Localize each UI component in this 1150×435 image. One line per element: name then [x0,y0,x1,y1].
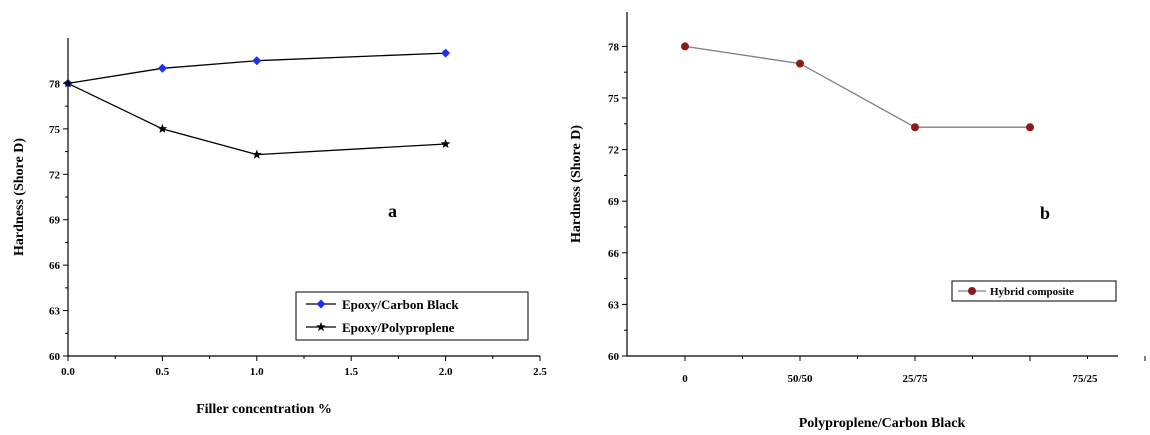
chart-b-point-s0-0 [681,42,689,51]
chart-a-legend-marker-1 [316,322,326,332]
chart-b-y-axis-title: Hardness (Shore D) [569,125,584,243]
chart-b-x-tick-label: 75/25 [1072,373,1098,385]
chart-a-y-tick-label: 66 [49,260,61,272]
chart-a-x-tick-label: 0.0 [61,366,75,378]
chart-a-lines [67,52,446,156]
chart-a-x-tick-label: 1.0 [250,366,264,378]
chart-a-y-tick-label: 75 [49,124,61,136]
chart-a-y-tick-label: 69 [49,215,61,227]
chart-a-legend: Epoxy/Carbon Black Epoxy/Polyproplene [295,291,529,341]
chart-panel-b: 60 63 66 69 72 75 78 0 50/50 25/75 75/25 b Polypro… [569,12,1146,431]
chart-a-point-s0-1 [157,63,167,73]
chart-a-y-axis-title: Hardness (Shore D) [12,138,27,256]
chart-a-y-tick-label: 78 [49,78,61,90]
chart-b-y-tick-label: 60 [608,351,620,363]
chart-a-legend-marker-0 [316,299,326,309]
chart-b-x-axis-title: Polyproplene/Carbon Black [799,416,966,431]
chart-b-legend: Hybrid composite [951,280,1117,302]
chart-b-lines [684,45,1030,128]
chart-b-x-tick-label: 0 [682,373,688,385]
chart-a-point-s1-0 [63,78,73,88]
chart-b-legend-marker-0 [968,287,976,295]
chart-a-point-s1-2 [252,149,262,159]
chart-b-marks [681,42,1034,132]
chart-a-x-tick-label: 2.0 [439,366,453,378]
chart-a-point-s1-3 [440,139,451,149]
chart-b-x-tick-label: 50/50 [787,373,813,385]
chart-a-marks [63,48,451,159]
chart-b-legend-box [951,280,1117,302]
chart-b-point-s0-2 [911,123,919,132]
chart-b-panel-label: b [1040,203,1050,223]
chart-a-point-s1-1 [157,123,168,133]
chart-b-x-tick-label: 25/75 [902,373,928,385]
chart-b-legend-label-0: Hybrid composite [990,286,1074,298]
chart-b-y-tick-label: 63 [608,299,620,311]
chart-a-axes: 60 63 66 69 72 75 78 0.0 0.5 1.0 1.5 2.0 2.5 [49,38,547,378]
chart-a-x-tick-label: 2.5 [533,366,547,378]
chart-a-y-tick-label: 72 [49,169,61,181]
chart-a-point-s0-2 [252,56,262,66]
chart-b-axes: 60 63 66 69 72 75 78 0 50/50 25/75 75/25 [608,12,1146,385]
chart-a-y-tick-label: 60 [49,351,61,363]
chart-a-legend-label-1: Epoxy/Polyproplene [342,320,455,335]
chart-a-point-s0-3 [441,48,451,58]
chart-a-x-tick-label: 0.5 [156,366,170,378]
chart-b-y-tick-label: 72 [608,145,620,157]
chart-panel-a: 60 63 66 69 72 75 78 0.0 0.5 1.0 1.5 2.0 2.5 a Fille… [12,38,547,417]
chart-b-y-tick-label: 69 [608,196,620,208]
chart-b-y-tick-label: 78 [608,41,620,53]
chart-a-legend-box [295,291,529,341]
chart-b-series-line-0 [684,45,1030,128]
chart-a-panel-label: a [388,201,397,221]
chart-b-y-tick-label: 75 [608,93,620,105]
chart-a-series-line-0 [67,52,446,85]
chart-a-x-axis-title: Filler concentration % [196,402,332,417]
chart-b-y-tick-label: 66 [608,248,620,260]
chart-a-y-tick-label: 63 [49,306,61,318]
chart-a-x-tick-label: 1.5 [344,366,358,378]
chart-b-point-s0-1 [796,59,804,68]
chart-a-series-line-1 [67,82,446,156]
chart-a-legend-label-0: Epoxy/Carbon Black [342,297,459,312]
chart-b-point-s0-3 [1026,123,1034,132]
